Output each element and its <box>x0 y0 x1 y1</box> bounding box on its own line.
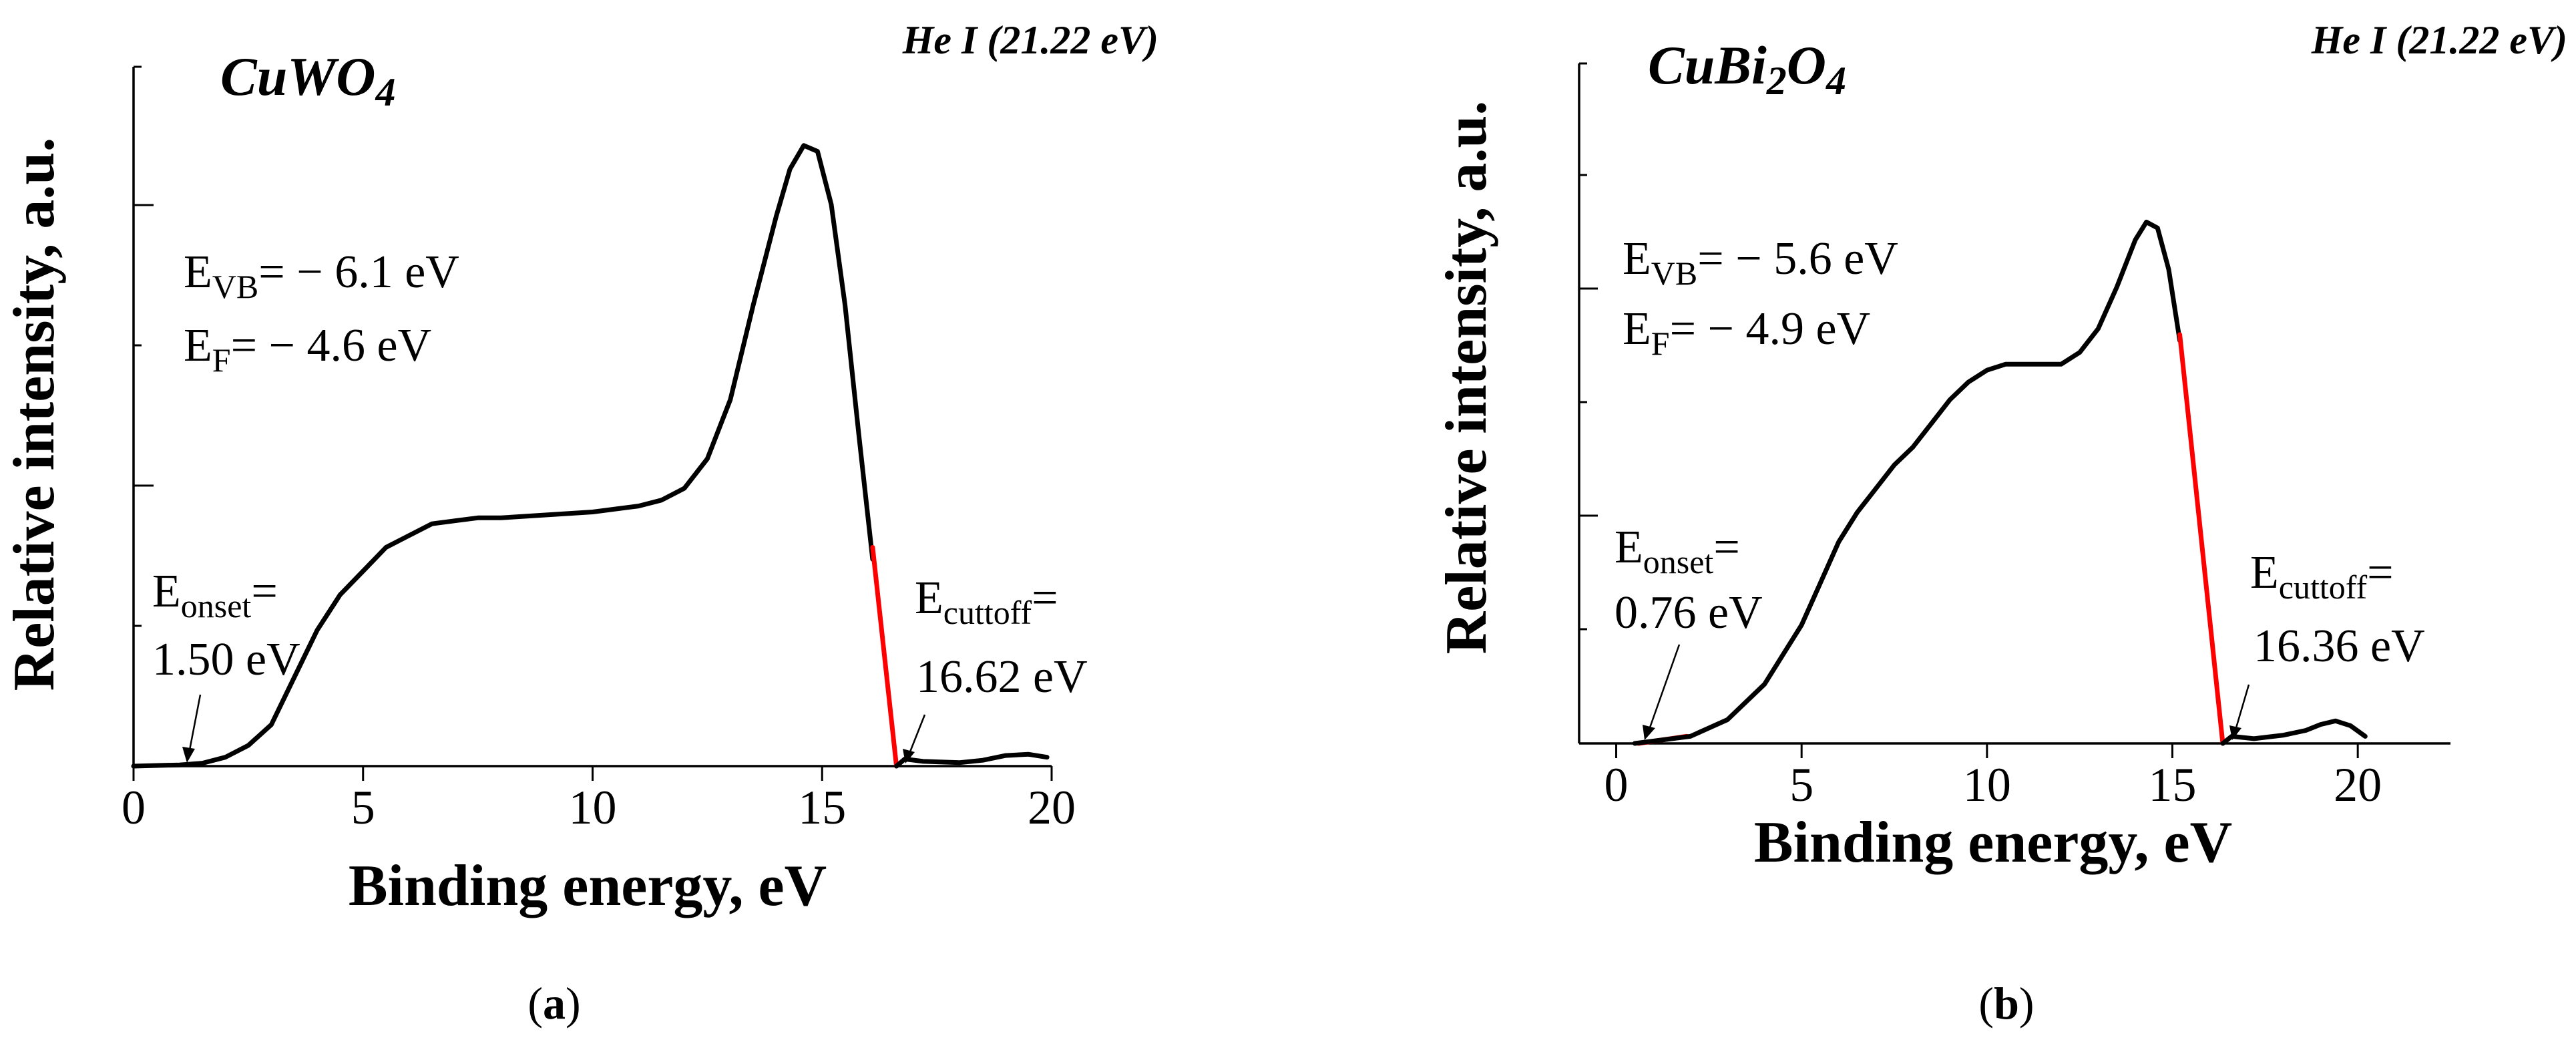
chart-panel-b: 0 5 10 15 20 CuBi2O4 He I (21.22 eV) EVB= − … <box>1434 18 2567 1029</box>
series-a-cutoff-fit <box>870 545 899 769</box>
x-tick-label-a-20: 20 <box>1028 781 1076 834</box>
cutoff-value-a: 16.62 eV <box>916 651 1088 703</box>
x-tick-label-b-15: 15 <box>2149 758 2197 812</box>
x-tick-label-a-15: 15 <box>798 781 846 834</box>
panel-caption-a: (a) <box>527 978 580 1029</box>
x-axis-title-a: Binding energy, eV <box>349 854 827 918</box>
series-b-tail <box>2220 718 2368 746</box>
series-layer-b <box>1632 219 2368 746</box>
x-tick-label-a-10: 10 <box>569 781 617 834</box>
sample-name-b: CuBi2O4 <box>1648 35 1846 103</box>
onset-arrow-b <box>1648 644 1681 730</box>
cutoff-arrow-b <box>2234 684 2250 731</box>
y-axis-title-a: Relative intensity, a.u. <box>2 138 67 691</box>
chart-panel-a: 0 5 10 15 20 CuWO4 He I (21.22 eV) EVB= − 6.… <box>2 18 1158 1029</box>
evb-annotation-a: EVB= − 6.1 eV <box>184 246 459 305</box>
ef-annotation-a: EF= − 4.6 eV <box>184 320 431 379</box>
y-axis-title-b: Relative intensity, a.u. <box>1434 101 1499 655</box>
sample-name-a: CuWO4 <box>220 46 395 114</box>
y-tick-marks-a <box>134 65 154 627</box>
series-b-spectrum <box>1632 219 2183 746</box>
cutoff-arrowhead-b <box>2229 725 2241 740</box>
evb-annotation-b: EVB= − 5.6 eV <box>1623 233 1898 292</box>
x-tick-label-b-10: 10 <box>1963 758 2011 812</box>
ef-annotation-b: EF= − 4.9 eV <box>1623 303 1870 362</box>
series-b-cutoff-fit <box>2177 332 2225 746</box>
cutoff-label-a: Ecuttoff= <box>915 572 1058 631</box>
panel-caption-b: (b) <box>1978 978 2034 1029</box>
onset-arrowhead-a <box>182 747 195 763</box>
onset-label-a: Eonset= <box>152 566 278 625</box>
onset-label-b: Eonset= <box>1615 522 1740 580</box>
x-tick-label-a-5: 5 <box>351 781 375 834</box>
series-a-tail <box>894 751 1050 769</box>
onset-value-b: 0.76 eV <box>1615 587 1763 639</box>
y-tick-marks-b <box>1579 62 1598 631</box>
x-ticks-b: 0 5 10 15 20 <box>1604 743 2382 812</box>
excitation-source-b: He I (21.22 eV) <box>2311 18 2567 62</box>
series-a-spectrum <box>131 143 875 769</box>
cutoff-arrowhead-a <box>903 749 915 763</box>
onset-arrow-a <box>188 694 202 754</box>
x-tick-label-b-5: 5 <box>1789 758 1813 812</box>
x-axis-title-b: Binding energy, eV <box>1754 810 2232 875</box>
excitation-source-a: He I (21.22 eV) <box>902 18 1158 62</box>
cutoff-value-b: 16.36 eV <box>2253 621 2425 672</box>
onset-value-a: 1.50 eV <box>152 634 300 685</box>
x-tick-label-b-20: 20 <box>2334 758 2382 812</box>
x-tick-label-a-0: 0 <box>122 781 146 834</box>
x-tick-label-b-0: 0 <box>1604 758 1629 812</box>
x-ticks-a: 0 5 10 15 20 <box>122 766 1076 834</box>
cutoff-label-b: Ecuttoff= <box>2250 547 2394 606</box>
cutoff-arrow-a <box>908 714 926 754</box>
onset-arrowhead-b <box>1643 725 1655 740</box>
